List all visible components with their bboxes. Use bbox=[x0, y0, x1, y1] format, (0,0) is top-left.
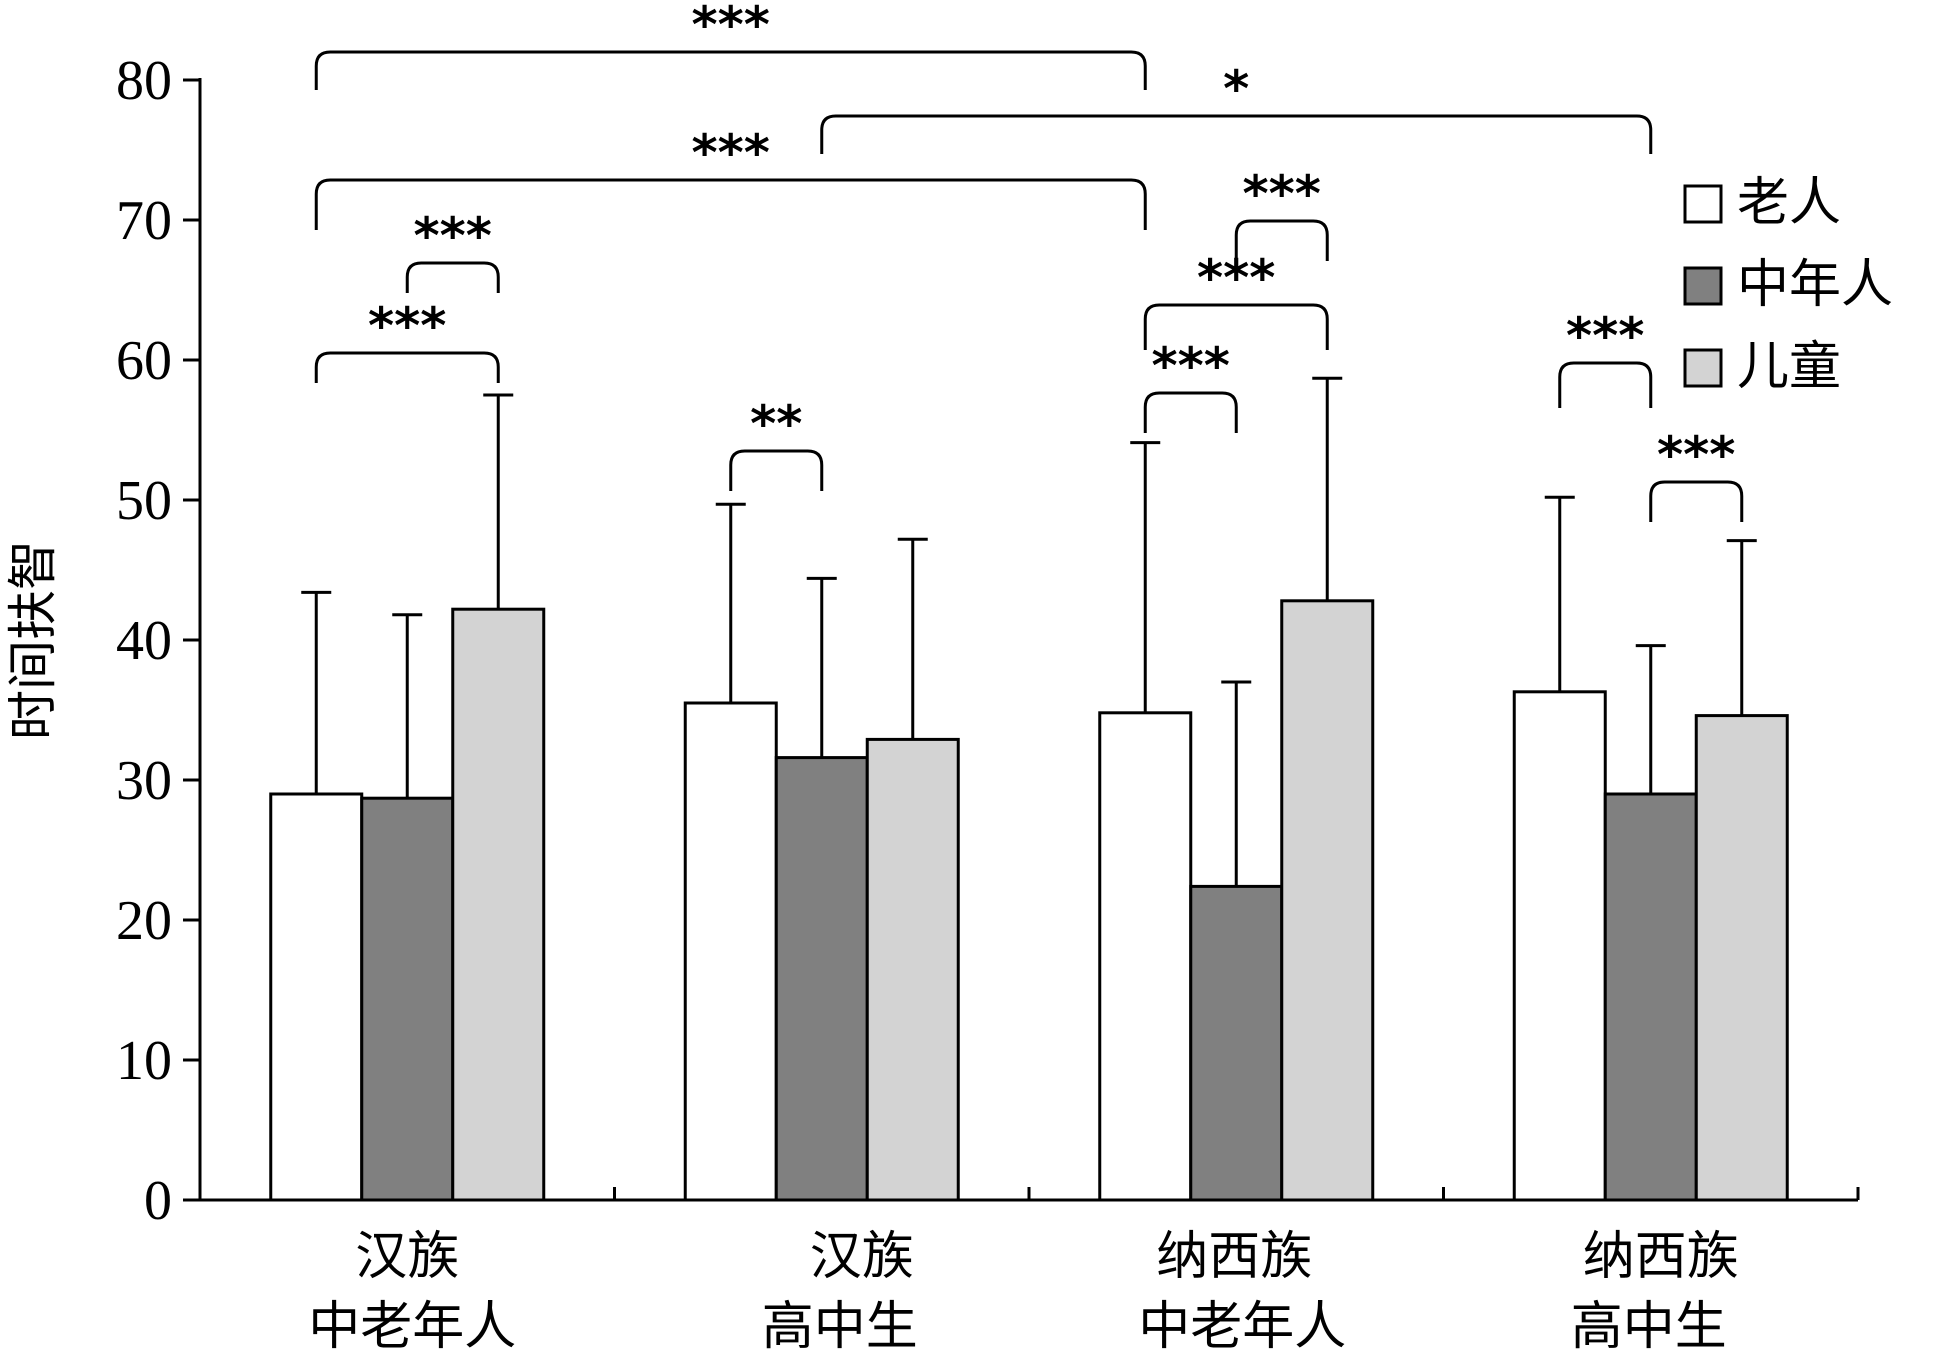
significance-label: *** bbox=[1152, 337, 1230, 395]
significance-label: *** bbox=[1243, 165, 1321, 223]
bar bbox=[1098, 711, 1193, 1202]
significance-label: *** bbox=[368, 297, 446, 355]
significance-bracket bbox=[314, 351, 500, 383]
significance-bracket bbox=[1143, 391, 1238, 433]
bar bbox=[1694, 714, 1789, 1202]
significance-bracket bbox=[729, 449, 824, 491]
category-label-line1: 纳西族 bbox=[1583, 1227, 1739, 1287]
category-label-line1: 汉族 bbox=[810, 1227, 914, 1287]
y-tick-label: 10 bbox=[116, 1030, 172, 1092]
category-label-line2: 高中生 bbox=[762, 1297, 918, 1357]
significance-brackets: ****************************** bbox=[314, 0, 1744, 522]
significance-label: *** bbox=[692, 0, 770, 54]
y-tick-label: 30 bbox=[116, 750, 172, 812]
bar bbox=[1280, 599, 1375, 1202]
bars bbox=[269, 599, 1789, 1202]
legend-swatch bbox=[1683, 348, 1723, 388]
y-tick-label: 40 bbox=[116, 610, 172, 672]
legend-swatch bbox=[1683, 266, 1723, 306]
legend-label: 儿童 bbox=[1737, 337, 1841, 397]
bar bbox=[269, 792, 364, 1202]
bar bbox=[683, 701, 778, 1202]
significance-label: * bbox=[1223, 60, 1249, 118]
legend-label: 中年人 bbox=[1737, 255, 1893, 315]
y-tick-label: 0 bbox=[144, 1170, 172, 1232]
bar bbox=[774, 756, 869, 1202]
category-label-line1: 纳西族 bbox=[1156, 1227, 1312, 1287]
significance-label: *** bbox=[1197, 249, 1275, 307]
bar bbox=[451, 607, 546, 1202]
y-tick-label: 80 bbox=[116, 50, 172, 112]
significance-bracket bbox=[1234, 219, 1329, 261]
significance-bracket bbox=[1558, 361, 1653, 408]
category-label-line2: 高中生 bbox=[1571, 1297, 1727, 1357]
significance-label: ** bbox=[750, 395, 802, 453]
y-tick-label: 50 bbox=[116, 470, 172, 532]
y-tick-label: 70 bbox=[116, 190, 172, 252]
bar bbox=[1512, 690, 1607, 1202]
error-bars bbox=[301, 376, 1757, 887]
y-axis-label: 时间扶智 bbox=[4, 540, 62, 740]
significance-bracket bbox=[820, 114, 1653, 154]
y-tick-label: 20 bbox=[116, 890, 172, 952]
significance-label: *** bbox=[1657, 426, 1735, 484]
legend-label: 老人 bbox=[1737, 173, 1841, 233]
significance-label: *** bbox=[414, 207, 492, 265]
category-label-line1: 汉族 bbox=[355, 1227, 459, 1287]
significance-bracket bbox=[314, 178, 1147, 230]
significance-bracket bbox=[314, 50, 1147, 90]
bar bbox=[360, 796, 455, 1202]
legend-swatch bbox=[1683, 184, 1723, 224]
y-tick-label: 60 bbox=[116, 330, 172, 392]
significance-bracket bbox=[405, 261, 500, 293]
significance-label: *** bbox=[692, 124, 770, 182]
bar bbox=[1189, 884, 1284, 1202]
significance-label: *** bbox=[1566, 307, 1644, 365]
category-label-line2: 中老年人 bbox=[1138, 1297, 1346, 1357]
significance-bracket bbox=[1143, 303, 1329, 350]
bar bbox=[1603, 792, 1698, 1202]
bar bbox=[865, 737, 960, 1202]
significance-bracket bbox=[1649, 480, 1744, 522]
category-label-line2: 中老年人 bbox=[308, 1297, 516, 1357]
